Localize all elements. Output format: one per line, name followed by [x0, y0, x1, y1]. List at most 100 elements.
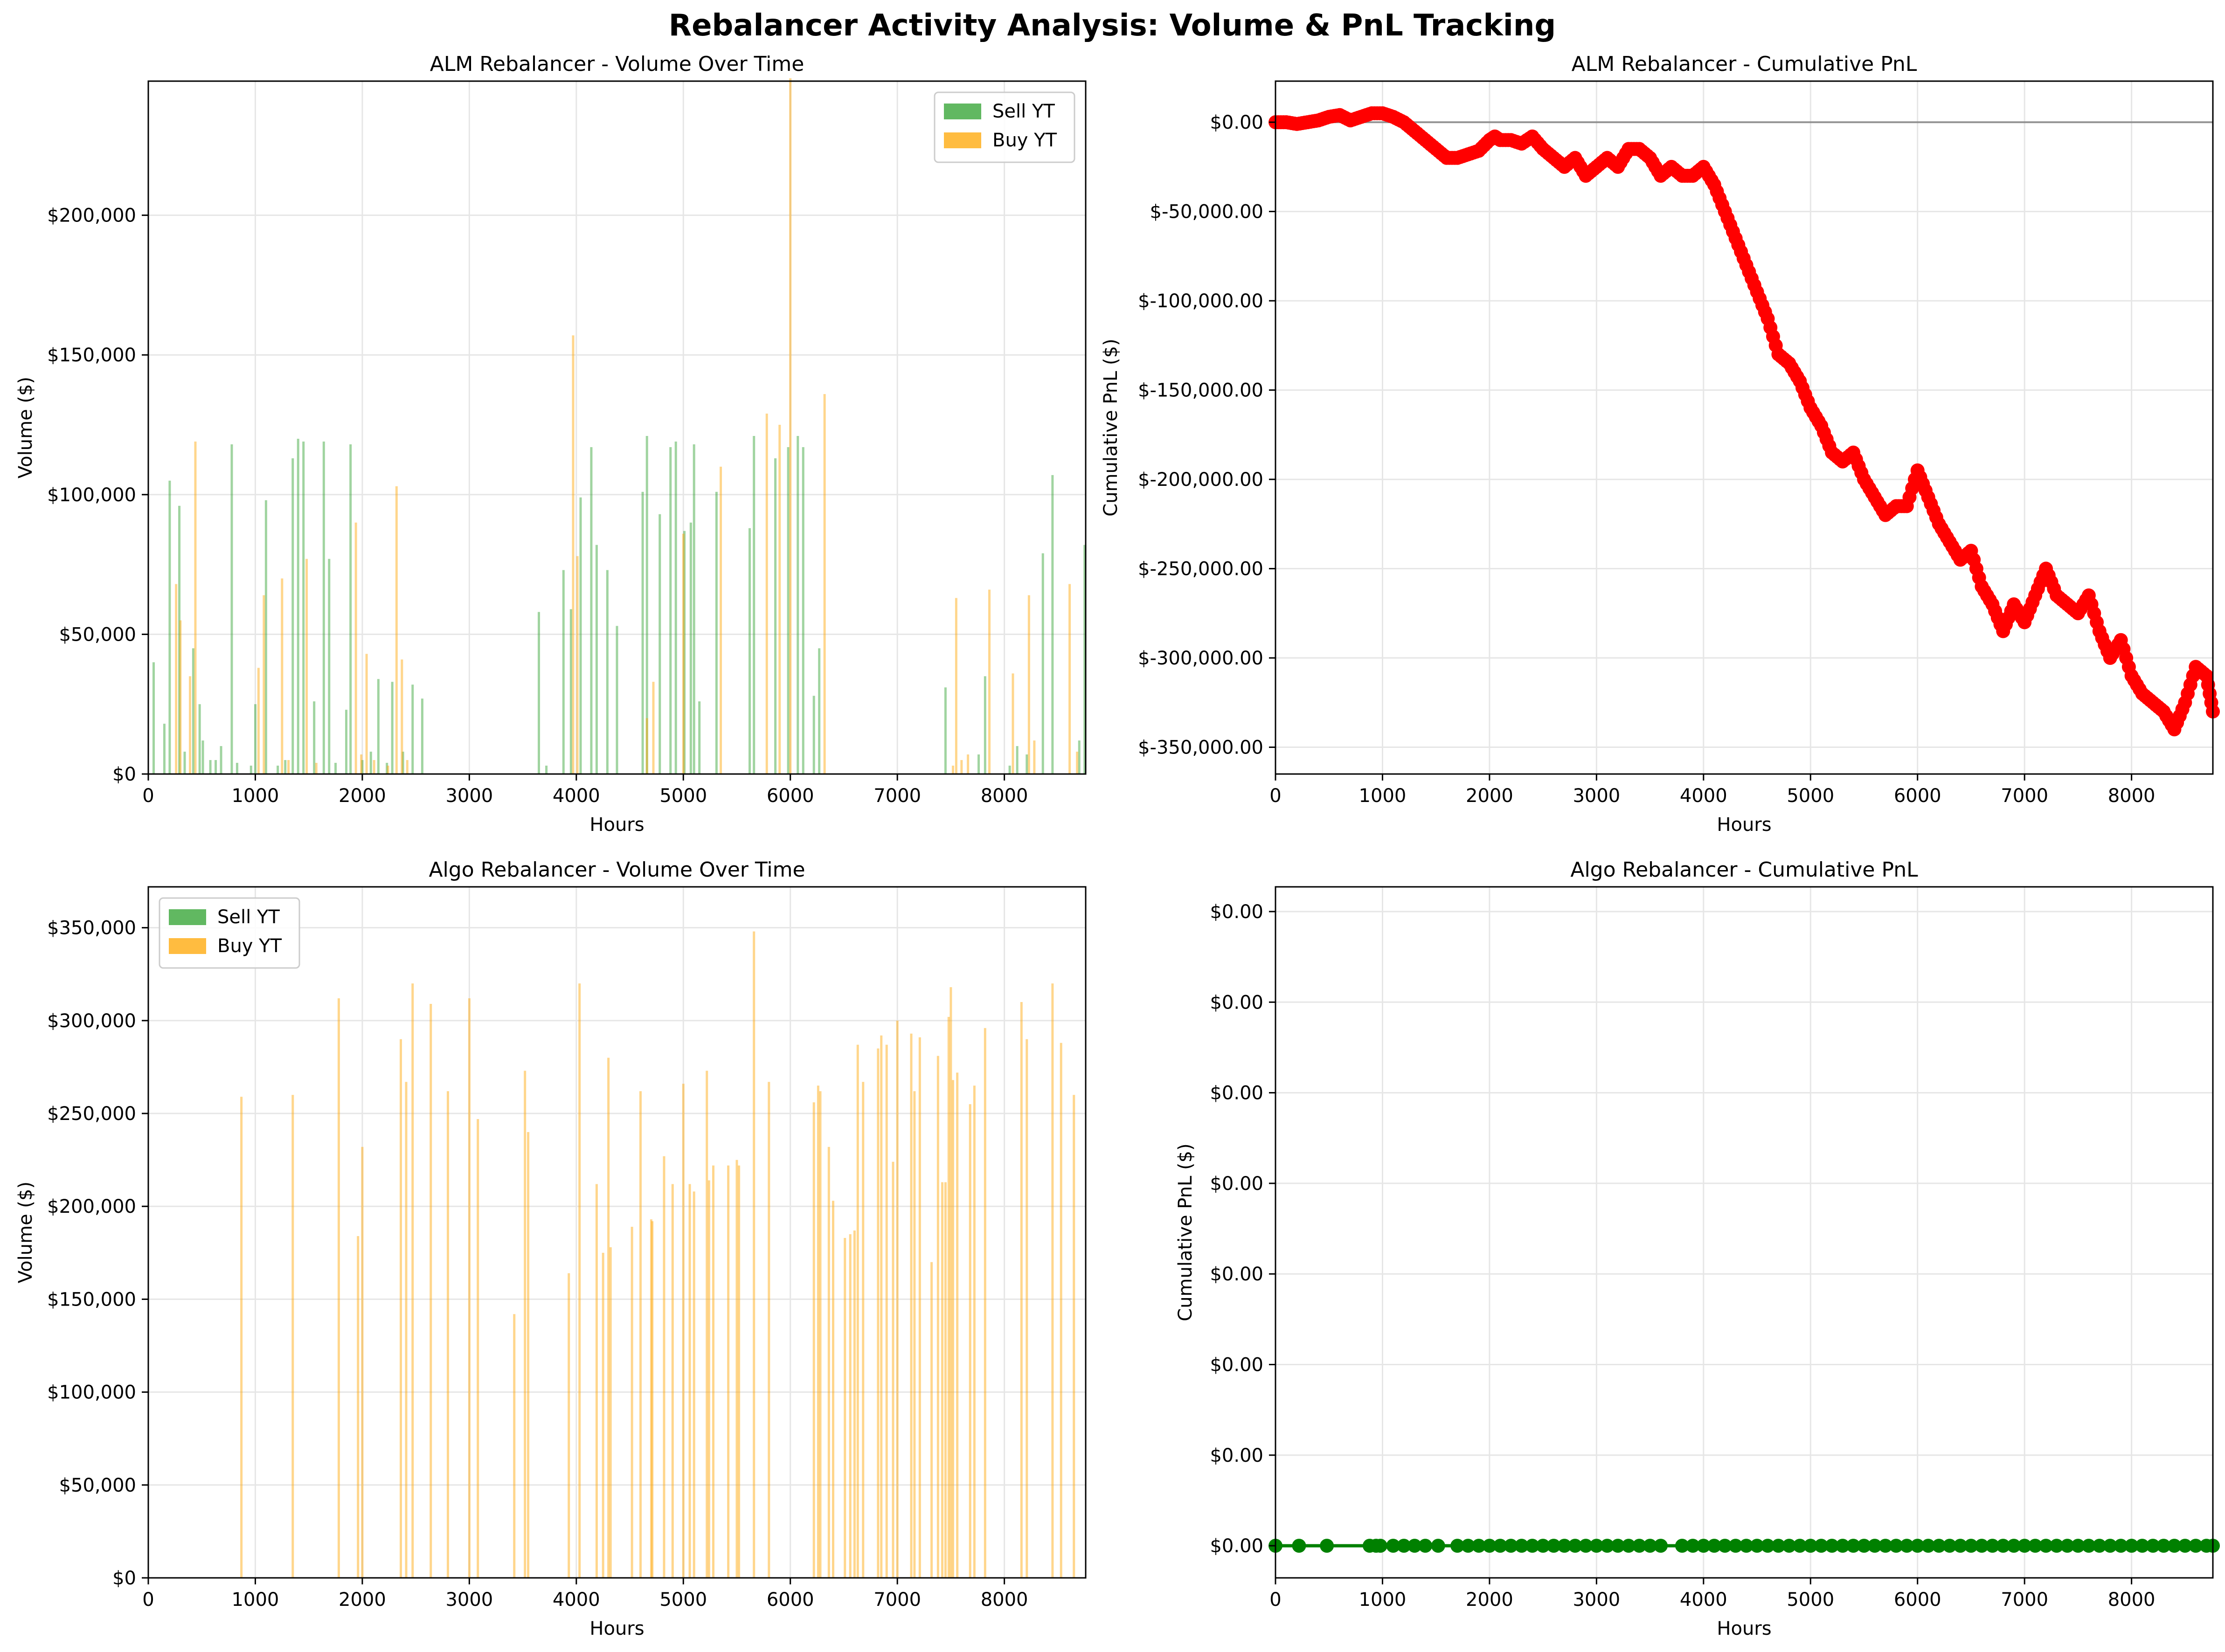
- x-tick-label: 1000: [1359, 1589, 1407, 1611]
- bar-buy-yt: [576, 556, 579, 774]
- bar-sell-yt: [802, 447, 804, 774]
- bar-sell-yt: [391, 682, 394, 774]
- bar-buy-yt: [951, 766, 954, 774]
- bar-sell-yt: [818, 648, 821, 774]
- series-marker: [1622, 1539, 1636, 1553]
- bar-buy-yt: [892, 1161, 894, 1578]
- bar-buy-yt: [595, 1184, 598, 1578]
- x-tick-label: 4000: [1680, 1589, 1727, 1611]
- legend-label: Sell YT: [992, 101, 1055, 122]
- x-tick-label: 6000: [1894, 1589, 1941, 1611]
- bar-buy-yt: [175, 584, 178, 774]
- series-marker: [2167, 1539, 2182, 1553]
- bar-sell-yt: [254, 704, 256, 774]
- series-marker: [1696, 1539, 1711, 1553]
- series-marker: [2189, 1539, 2203, 1553]
- series-marker: [1525, 1539, 1539, 1553]
- x-tick-label: 5000: [659, 785, 707, 807]
- series-marker: [1450, 1539, 1465, 1553]
- bar-buy-yt: [682, 1084, 685, 1578]
- series-marker: [1504, 1539, 1518, 1553]
- bar-buy-yt: [753, 931, 756, 1578]
- bar-buy-yt: [819, 1091, 822, 1578]
- y-tick-label: $50,000: [59, 1475, 136, 1496]
- bar-sell-yt: [334, 763, 337, 774]
- x-tick-label: 3000: [1573, 1589, 1620, 1611]
- y-tick-label: $-300,000.00: [1138, 648, 1263, 669]
- x-tick-label: 0: [142, 1589, 154, 1611]
- bar-buy-yt: [960, 760, 963, 774]
- bar-buy-yt: [360, 754, 363, 774]
- y-tick-label: $-250,000.00: [1138, 559, 1263, 580]
- x-tick-label: 4000: [1680, 785, 1727, 807]
- series-marker: [2050, 1539, 2064, 1553]
- series-marker: [1418, 1539, 1433, 1553]
- x-tick-label: 8000: [2108, 1589, 2156, 1611]
- bar-buy-yt: [853, 1230, 856, 1578]
- bar-buy-yt: [354, 522, 357, 774]
- bar-buy-yt: [936, 1056, 939, 1578]
- series-marker: [2178, 1539, 2192, 1553]
- bar-buy-yt: [720, 466, 722, 774]
- bar-sell-yt: [753, 435, 756, 774]
- series-marker: [1942, 1539, 1957, 1553]
- bar-buy-yt: [652, 682, 655, 774]
- chart-title: ALM Rebalancer - Cumulative PnL: [1572, 52, 1917, 76]
- bar-sell-yt: [322, 441, 325, 774]
- bar-buy-yt: [568, 1273, 570, 1578]
- x-axis: 0 1000 2000 3000 4000 5000 6000 7000 8000 Hours: [142, 1578, 1028, 1639]
- y-tick-label: $0.00: [1210, 1173, 1263, 1195]
- legend-label: Sell YT: [217, 906, 280, 928]
- axes-frame: [147, 886, 1087, 1579]
- figure-suptitle: Rebalancer Activity Analysis: Volume & P…: [669, 8, 1556, 43]
- legend-label: Buy YT: [217, 935, 282, 957]
- bar-buy-yt: [913, 1091, 916, 1578]
- grid: [1275, 81, 2213, 774]
- bar-sell-yt: [645, 435, 648, 774]
- y-tick-label: $300,000: [47, 1010, 136, 1032]
- x-tick-label: 1000: [232, 785, 279, 807]
- y-tick-label: $-200,000.00: [1138, 469, 1263, 491]
- series-marker: [2114, 1539, 2128, 1553]
- series-marker: [1793, 1539, 1807, 1553]
- bar-buy-yt: [373, 760, 375, 774]
- x-tick-label: 5000: [1787, 1589, 1834, 1611]
- chart-algo_volume: Algo Rebalancer - Volume Over Time 0 1000 2…: [15, 858, 1087, 1639]
- bar-sell-yt: [386, 763, 388, 774]
- bar-sell-yt: [797, 435, 799, 774]
- y-axis: $0 $50,000 $100,000 $150,000 $200,000 Volume …: [15, 205, 148, 785]
- bar-buy-yt: [179, 620, 182, 774]
- bar-sell-yt: [421, 698, 423, 774]
- bar-buy-yt: [682, 533, 685, 774]
- bar-buy-yt: [885, 1044, 888, 1578]
- bar-buy-yt: [765, 414, 768, 774]
- chart-title: Algo Rebalancer - Cumulative PnL: [1570, 858, 1918, 882]
- series-marker: [1514, 1539, 1529, 1553]
- y-tick-label: $150,000: [47, 1289, 136, 1310]
- bar-sell-yt: [669, 447, 672, 774]
- series-marker: [1611, 1539, 1625, 1553]
- bar-sell-yt: [192, 648, 194, 774]
- bar-buy-yt: [973, 1085, 976, 1578]
- series-marker: [1632, 1539, 1647, 1553]
- series-marker: [1589, 1539, 1604, 1553]
- bar-buy-yt: [578, 983, 581, 1578]
- x-tick-label: 6000: [1894, 785, 1941, 807]
- bar-sell-yt: [787, 447, 790, 774]
- bar-buy-yt: [527, 1132, 530, 1578]
- bar-buy-yt: [823, 394, 826, 774]
- bar-buy-yt: [361, 1147, 364, 1578]
- bar-sell-yt: [674, 441, 677, 774]
- bar-sell-yt: [198, 704, 201, 774]
- chart-alm_pnl: ALM Rebalancer - Cumulative PnL 0 1000 2000…: [1100, 52, 2220, 836]
- bar-buy-yt: [727, 1165, 730, 1578]
- series-marker: [2007, 1539, 2021, 1553]
- series-marker: [1386, 1539, 1400, 1553]
- series-marker: [1921, 1539, 1935, 1553]
- bar-sell-yt: [749, 528, 751, 774]
- y-tick-label: $250,000: [47, 1103, 136, 1125]
- x-tick-label: 3000: [1573, 785, 1620, 807]
- bar-sell-yt: [220, 746, 222, 774]
- y-tick-label: $0.00: [1210, 1445, 1263, 1466]
- bar-buy-yt: [844, 1237, 846, 1578]
